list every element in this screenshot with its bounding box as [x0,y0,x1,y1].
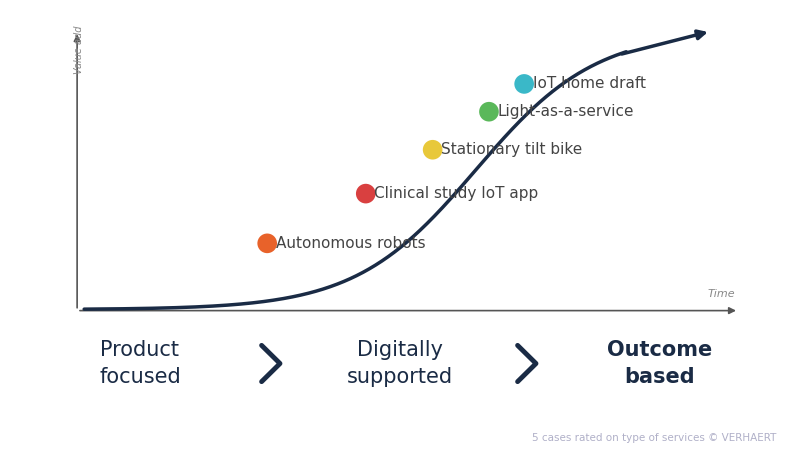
Point [482,108,495,115]
Text: Autonomous robots: Autonomous robots [276,236,426,251]
Point [261,240,274,247]
Text: Product
focused: Product focused [99,340,181,387]
Point [426,146,439,153]
Text: 5 cases rated on type of services © VERHAERT: 5 cases rated on type of services © VERH… [532,433,776,443]
Text: Digitally
supported: Digitally supported [347,340,453,387]
Point [359,190,372,197]
Point [518,80,530,87]
Text: Light-as-a-service: Light-as-a-service [498,104,634,119]
Text: Stationary tilt bike: Stationary tilt bike [441,142,582,157]
Text: Time: Time [708,289,735,299]
Text: IoT home draft: IoT home draft [533,76,646,91]
Text: Value add: Value add [74,25,84,74]
Text: Clinical study IoT app: Clinical study IoT app [374,186,538,201]
Text: Outcome
based: Outcome based [607,340,713,387]
